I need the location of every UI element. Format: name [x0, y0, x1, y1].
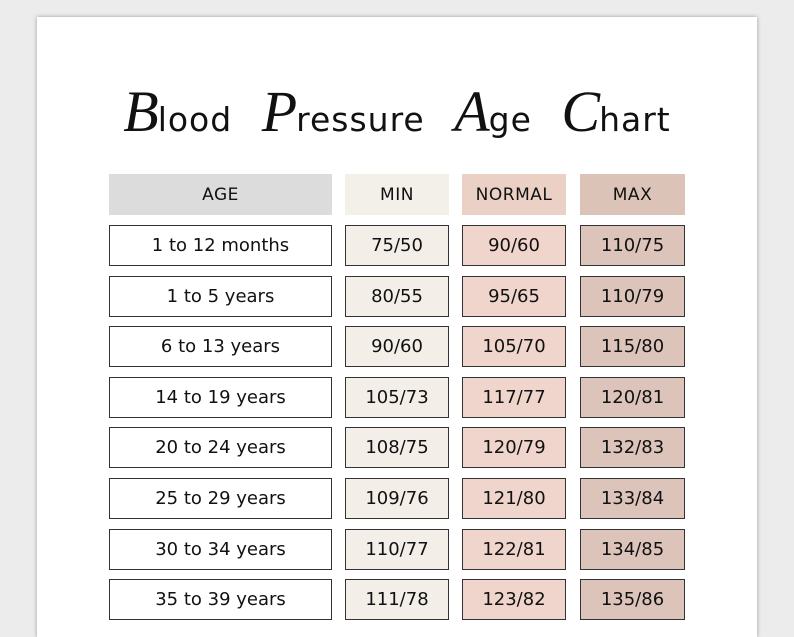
table-cell: 105/73: [345, 376, 449, 418]
table-cell: 90/60: [345, 326, 449, 368]
table-cell: 110/77: [345, 528, 449, 570]
table-cell: 117/77: [462, 376, 566, 418]
table-cell: 95/65: [462, 275, 566, 317]
table-cell: 115/80: [580, 326, 685, 368]
table-cell: 6 to 13 years: [109, 326, 332, 368]
header-cell: MIN: [345, 174, 449, 215]
table-cell: 120/81: [580, 376, 685, 418]
table-cell: 90/60: [462, 225, 566, 266]
table-cell: 120/79: [462, 427, 566, 469]
title: Blood Pressure Age Chart: [123, 79, 671, 144]
table-cell: 132/83: [580, 427, 685, 469]
table-cell: 121/80: [462, 478, 566, 519]
header-cell: NORMAL: [462, 174, 566, 215]
table-cell: 80/55: [345, 275, 449, 317]
table-cell: 75/50: [345, 225, 449, 266]
table-cell: 108/75: [345, 427, 449, 469]
table-cell: 122/81: [462, 528, 566, 570]
table-cell: 20 to 24 years: [109, 427, 332, 469]
table-cell: 133/84: [580, 478, 685, 519]
table-cell: 134/85: [580, 528, 685, 570]
table-cell: 1 to 5 years: [109, 275, 332, 317]
table-cell: 1 to 12 months: [109, 225, 332, 266]
table-cell: 110/79: [580, 275, 685, 317]
screen: Blood Pressure Age Chart AGE MIN NORMAL MAX…: [37, 17, 757, 637]
header-cell: AGE: [109, 174, 332, 215]
table-cell: 30 to 34 years: [109, 528, 332, 570]
table-cell: 135/86: [580, 579, 685, 621]
table-cell: 25 to 29 years: [109, 478, 332, 519]
table-cell: 109/76: [345, 478, 449, 519]
table-cell: 105/70: [462, 326, 566, 368]
table-cell: 14 to 19 years: [109, 376, 332, 418]
header-cell: MAX: [580, 174, 685, 215]
table-cell: 111/78: [345, 579, 449, 621]
table-cell: 123/82: [462, 579, 566, 621]
table-cell: 110/75: [580, 225, 685, 266]
table-cell: 35 to 39 years: [109, 579, 332, 621]
